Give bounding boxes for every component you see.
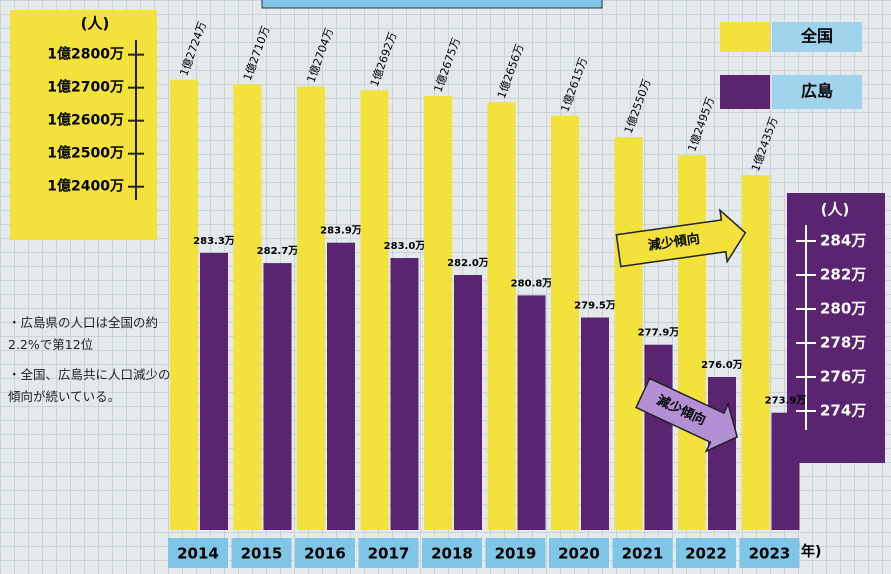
x-tick-label: 2019	[495, 545, 537, 563]
value-label: 1億2495万	[685, 95, 717, 153]
x-tick-label: 2020	[558, 545, 600, 563]
legend-swatch	[720, 22, 770, 52]
y2-axis-unit: (人)	[821, 201, 850, 219]
y-tick-label: 1億2400万	[47, 178, 124, 195]
y-tick-label: 1億2800万	[47, 46, 124, 63]
bar	[454, 275, 482, 530]
x-tick-label: 2023	[749, 545, 791, 563]
y2-tick-label: 280万	[820, 300, 866, 318]
value-label: 1億2710万	[241, 24, 273, 82]
value-label: 1億2656万	[495, 42, 527, 100]
y2-tick-label: 274万	[820, 402, 866, 420]
legend-swatch	[720, 75, 770, 109]
note: ・全国、広島共に人口減少の傾向が続いている。	[8, 364, 173, 408]
y2-tick-label: 276万	[820, 368, 866, 386]
value-label: 1億2550万	[622, 77, 654, 135]
x-tick-label: 2018	[431, 545, 473, 563]
x-tick-label: 2015	[241, 545, 283, 563]
y-axis-unit: (人)	[81, 15, 110, 33]
value-label: 277.9万	[638, 327, 680, 339]
value-label: 283.0万	[384, 240, 426, 252]
chart: (人) (人) (年) 全国 広島 1億2800万1億2700万1億2600万1…	[0, 0, 891, 574]
bar	[518, 295, 546, 530]
value-label: 283.3万	[193, 235, 235, 247]
x-tick-label: 2022	[685, 545, 727, 563]
bar	[708, 377, 736, 530]
value-label: 1億2704万	[304, 26, 336, 84]
y-tick-label: 1億2600万	[47, 112, 124, 129]
x-tick-label: 2016	[304, 545, 346, 563]
value-label: 282.7万	[257, 245, 299, 257]
bar	[361, 90, 389, 530]
bar	[772, 413, 800, 530]
value-label: 273.9万	[765, 395, 807, 407]
bar	[170, 80, 198, 530]
bar	[327, 243, 355, 530]
bar	[264, 263, 292, 530]
value-label: 1億2435万	[749, 115, 781, 173]
y-tick-label: 1億2500万	[47, 145, 124, 162]
value-label: 280.8万	[511, 277, 553, 289]
value-label: 1億2615万	[558, 56, 590, 114]
note: ・広島県の人口は全国の約2.2%で第12位	[8, 312, 173, 356]
value-label: 282.0万	[447, 257, 489, 269]
y-tick-label: 1億2700万	[47, 79, 124, 96]
x-tick-label: 2021	[622, 545, 664, 563]
y2-tick-label: 284万	[820, 232, 866, 250]
bar	[581, 318, 609, 531]
value-label: 1億2724万	[177, 20, 209, 78]
y2-tick-label: 282万	[820, 266, 866, 284]
value-label: 1億2692万	[368, 30, 400, 88]
bar	[645, 345, 673, 530]
x-tick-label: 2017	[368, 545, 410, 563]
bar	[488, 102, 516, 530]
title-strip	[262, 0, 602, 8]
bar	[678, 155, 706, 530]
value-label: 276.0万	[701, 359, 743, 371]
bar	[234, 84, 262, 530]
bar	[424, 96, 452, 530]
notes: ・広島県の人口は全国の約2.2%で第12位 ・全国、広島共に人口減少の傾向が続い…	[8, 312, 173, 416]
legend-label: 広島	[801, 82, 833, 101]
x-tick-label: 2014	[177, 545, 219, 563]
legend-label: 全国	[800, 27, 833, 46]
value-label: 283.9万	[320, 225, 362, 237]
bar	[391, 258, 419, 530]
bar	[742, 175, 770, 530]
poster: (人) (人) (年) 全国 広島 1億2800万1億2700万1億2600万1…	[0, 0, 891, 574]
bar	[551, 116, 579, 530]
value-label: 1億2675万	[431, 36, 463, 94]
y2-tick-label: 278万	[820, 334, 866, 352]
bar	[200, 253, 228, 530]
bar	[297, 86, 325, 530]
value-label: 279.5万	[574, 300, 616, 312]
